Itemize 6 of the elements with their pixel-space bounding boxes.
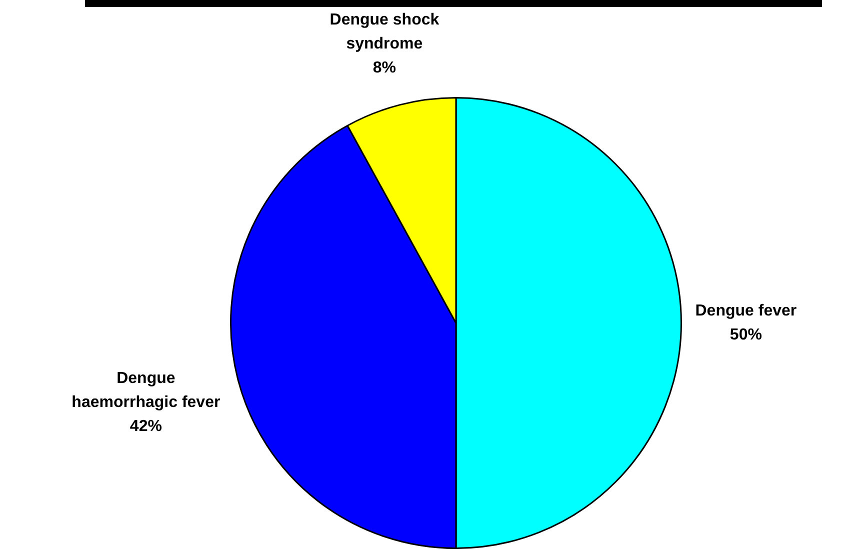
slice-label: Dengue shock syndrome [330, 12, 440, 53]
data-label: 42% [130, 418, 162, 436]
data-label: 50% [730, 326, 762, 344]
slice-label: Dengue haemorrhagic fever [72, 370, 220, 412]
data-label: 8% [372, 60, 396, 77]
slice-label: Dengue fever [695, 302, 797, 320]
